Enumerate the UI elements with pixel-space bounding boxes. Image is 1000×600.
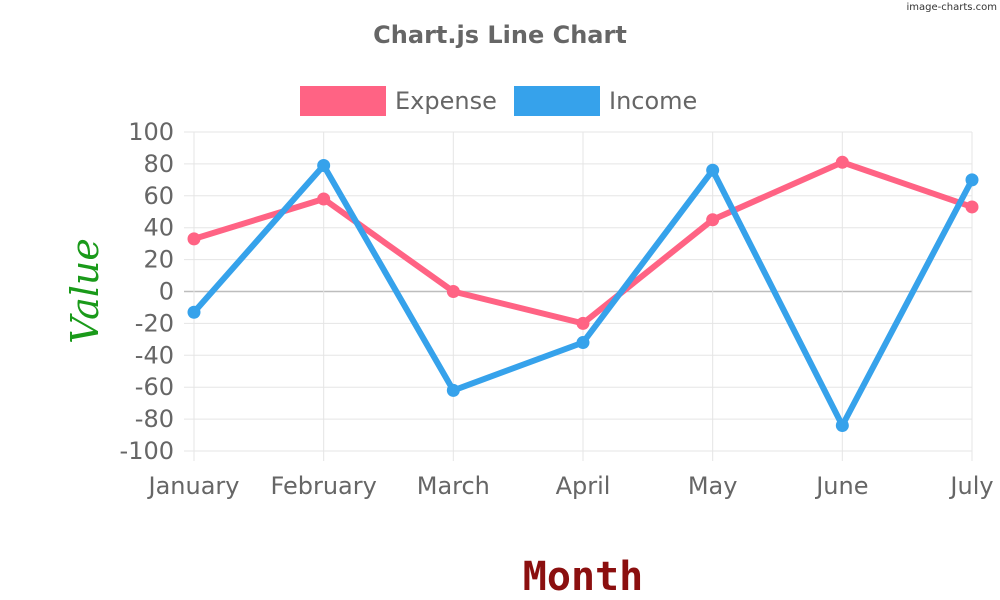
- y-tick-label: 40: [143, 214, 174, 242]
- data-point-expense: [317, 192, 331, 206]
- x-tick-label: July: [948, 472, 993, 500]
- y-tick-label: 100: [128, 118, 174, 146]
- watermark: image-charts.com: [907, 2, 998, 13]
- data-point-expense: [965, 200, 979, 214]
- legend-label-income: Income: [609, 87, 697, 115]
- y-axis-label: Value: [63, 238, 107, 344]
- y-tick-label: 20: [143, 246, 174, 274]
- data-point-income: [187, 305, 201, 319]
- x-tick-label: February: [270, 472, 376, 500]
- data-point-expense: [187, 232, 201, 246]
- legend-label-expense: Expense: [395, 87, 497, 115]
- x-tick-label: May: [688, 472, 738, 500]
- y-tick-label: -20: [135, 309, 174, 337]
- legend-swatch-expense: [300, 86, 386, 116]
- series: [187, 155, 979, 433]
- y-tick-label: 0: [159, 278, 174, 306]
- legend-swatch-income: [514, 86, 600, 116]
- legend: Expense Income: [300, 86, 697, 116]
- x-axis-ticks: January February March April May June July: [147, 472, 994, 500]
- data-point-expense: [446, 285, 460, 298]
- x-axis-label: Month: [523, 554, 643, 600]
- data-point-income: [446, 383, 460, 397]
- y-axis-ticks: 100 80 60 40 20 0 -20 -40 -60 -80 -100: [120, 118, 174, 465]
- y-tick-label: -80: [135, 405, 174, 433]
- y-tick-label: -40: [135, 341, 174, 369]
- data-point-income: [965, 173, 979, 187]
- x-tick-label: March: [417, 472, 490, 500]
- data-point-income: [835, 418, 849, 432]
- y-tick-label: 80: [143, 150, 174, 178]
- chart-title: Chart.js Line Chart: [373, 21, 627, 49]
- data-point-income: [576, 336, 590, 350]
- x-tick-label: January: [147, 472, 240, 500]
- y-tick-label: -60: [135, 373, 174, 401]
- x-tick-label: April: [556, 472, 611, 500]
- data-point-income: [317, 158, 331, 172]
- data-point-expense: [576, 316, 590, 330]
- data-point-income: [706, 163, 720, 177]
- y-tick-label: -100: [120, 437, 174, 465]
- y-tick-label: 60: [143, 182, 174, 210]
- grid: [184, 131, 973, 461]
- x-tick-label: June: [814, 472, 868, 500]
- data-point-expense: [706, 213, 720, 227]
- data-point-expense: [835, 155, 849, 169]
